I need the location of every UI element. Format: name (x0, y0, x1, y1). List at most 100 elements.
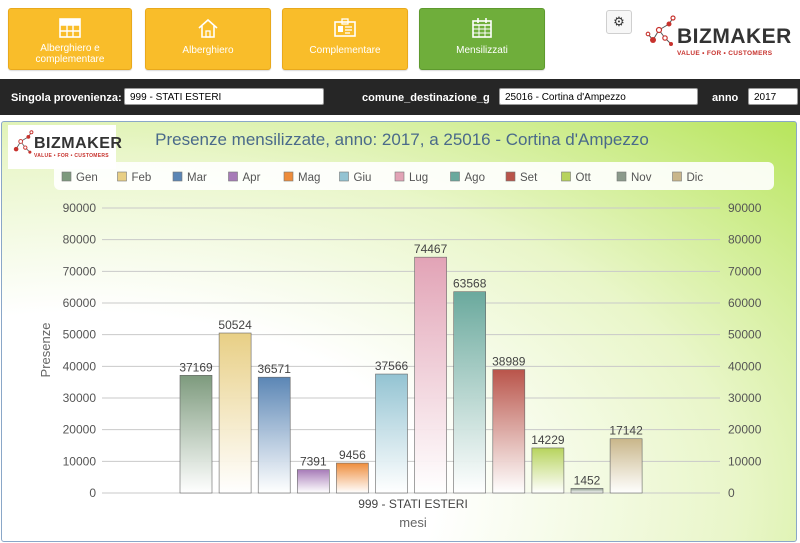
y-tick-label: 0 (89, 486, 96, 500)
bar-ott (531, 447, 565, 494)
legend-swatch (228, 171, 238, 182)
bar-lug (414, 256, 447, 494)
bar-set (492, 369, 526, 494)
chart-canvas: Presenze mensilizzate, anno: 2017, a 250… (38, 130, 774, 530)
provenienza-field[interactable]: 999 - STATI ESTERI (124, 88, 324, 105)
data-labels: 37169 50524 36571 7391 9456 37566 74467 63568 38… (179, 242, 643, 487)
anno-field[interactable]: 2017 (748, 88, 798, 105)
y-tick-label: 10000 (728, 454, 762, 468)
y-tick-label: 80000 (63, 233, 97, 247)
legend-label: Ott (576, 172, 592, 184)
y-tick-label: 50000 (728, 328, 762, 342)
chart-panel: Presenze mensilizzate, anno: 2017, a 250… (1, 121, 797, 542)
y-tick-label: 40000 (63, 359, 97, 373)
id-card-icon (334, 18, 356, 37)
legend-swatch (339, 171, 349, 182)
legend-swatch (561, 171, 571, 182)
data-label: 7391 (300, 455, 327, 469)
data-label: 37169 (179, 360, 213, 374)
bar-nov (570, 488, 604, 494)
y-tick-label: 20000 (63, 423, 97, 437)
y-axis-right: 0 10000 20000 30000 40000 50000 60000 70000 8000… (728, 201, 762, 500)
data-label: 74467 (414, 242, 448, 256)
logo-tagline: VALUE • FOR • CUSTOMERS (34, 153, 109, 159)
legend-swatch (172, 171, 183, 182)
legend-swatch (616, 171, 627, 182)
top-toolbar: Alberghiero e complementare Alberghiero … (0, 0, 800, 78)
data-label: 14229 (531, 433, 565, 447)
y-tick-label: 30000 (728, 391, 762, 405)
bar-apr (296, 469, 330, 494)
y-tick-label: 0 (728, 486, 735, 500)
data-label: 9456 (339, 448, 366, 462)
legend-label: Ago (465, 172, 485, 184)
alberghiero-button[interactable]: Alberghiero (145, 8, 271, 70)
y-tick-label: 90000 (63, 201, 97, 215)
bar-mar (257, 376, 291, 494)
y-tick-label: 20000 (728, 423, 762, 437)
data-label: 1452 (574, 473, 601, 487)
legend-swatch (505, 171, 516, 182)
bar-feb (218, 332, 252, 494)
legend-box (54, 162, 774, 190)
logo-wordmark: BIZMAKER (34, 135, 123, 152)
legend-swatch (672, 171, 682, 182)
bars (179, 256, 643, 494)
anno-label: anno (712, 92, 739, 104)
legend: Gen Feb Mar Apr Mag Giu Lug Ago Set Ott Nov Dic (61, 171, 704, 184)
y-axis-left: 0 10000 20000 30000 40000 50000 60000 70000 8000… (63, 201, 97, 500)
legend-label: Gen (76, 172, 98, 184)
chart-title: Presenze mensilizzate, anno: 2017, a 250… (155, 130, 649, 149)
bar-dic (609, 438, 643, 494)
y-tick-label: 60000 (728, 296, 762, 310)
data-label: 37566 (375, 359, 409, 373)
legend-label: Feb (132, 172, 152, 184)
legend-label: Apr (243, 172, 261, 184)
complementare-button[interactable]: Complementare (282, 8, 408, 70)
provenienza-label: Singola provenienza: (11, 92, 122, 104)
y-tick-label: 60000 (63, 296, 97, 310)
data-label: 50524 (218, 318, 252, 332)
molecule-icon (13, 130, 34, 154)
destinazione-label: comune_destinazione_g (362, 92, 490, 104)
y-tick-label: 50000 (63, 328, 97, 342)
y-tick-label: 70000 (63, 264, 97, 278)
bar-ago (453, 291, 487, 494)
y-tick-label: 90000 (728, 201, 762, 215)
legend-swatch (117, 171, 127, 182)
calendar-icon (472, 18, 492, 38)
y-tick-label: 70000 (728, 264, 762, 278)
destinazione-field[interactable]: 25016 - Cortina d'Ampezzo (499, 88, 698, 105)
button-label: Mensilizzati (456, 45, 508, 56)
data-label: 36571 (258, 362, 292, 376)
table-icon (59, 18, 81, 38)
legend-label: Lug (409, 172, 428, 184)
legend-label: Giu (354, 172, 372, 184)
gear-icon[interactable]: ⚙ (606, 10, 632, 34)
legend-swatch (450, 171, 460, 182)
data-label: 38989 (492, 355, 526, 369)
y-tick-label: 10000 (63, 454, 97, 468)
button-label: Alberghiero e complementare (35, 43, 105, 65)
y-tick-label: 40000 (728, 359, 762, 373)
bizmaker-logo: BIZMAKER VALUE • FOR • CUSTOMERS (645, 14, 791, 60)
alberghiero-complementare-button[interactable]: Alberghiero e complementare (8, 8, 132, 70)
legend-label: Dic (687, 172, 704, 184)
legend-swatch (394, 171, 405, 182)
legend-label: Nov (631, 172, 652, 184)
bar-mag (336, 462, 369, 494)
y-axis-title: Presenze (38, 323, 53, 378)
button-label: Alberghiero (182, 45, 234, 56)
data-label: 17142 (609, 424, 643, 438)
y-tick-label: 80000 (728, 233, 762, 247)
x-category-label: 999 - STATI ESTERI (358, 497, 468, 511)
data-label: 63568 (453, 277, 487, 291)
chart-bizmaker-logo: BIZMAKER VALUE • FOR • CUSTOMERS (8, 125, 122, 169)
legend-swatch (61, 171, 72, 182)
y-tick-label: 30000 (63, 391, 97, 405)
legend-label: Set (520, 172, 538, 184)
mensilizzati-button[interactable]: Mensilizzati (419, 8, 545, 70)
button-label: Complementare (309, 45, 381, 56)
bar-giu (375, 373, 408, 494)
x-axis-title: mesi (399, 515, 427, 530)
